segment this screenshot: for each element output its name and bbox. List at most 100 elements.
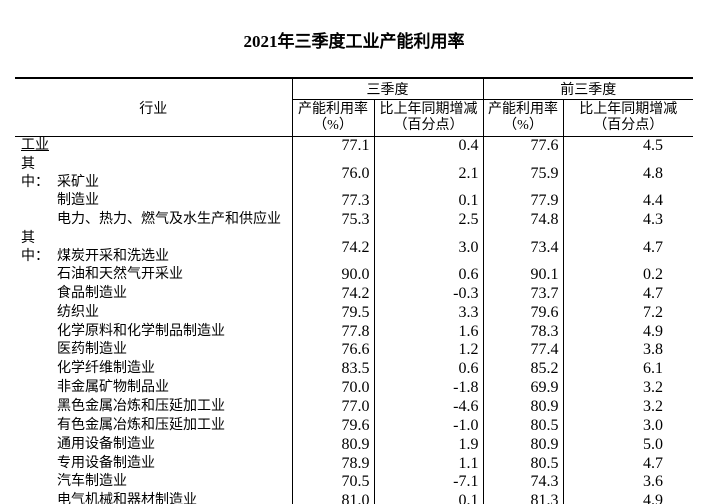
q3-change-cell: 3.0 (373, 229, 483, 266)
table-row: 电力、热力、燃气及水生产和供应业 75.3 2.5 74.8 4.3 (15, 210, 693, 230)
q3-utilization-cell: 77.0 (291, 397, 374, 417)
table-row: 电气机械和器材制造业 81.0 0.1 81.3 4.9 (15, 491, 693, 504)
ytd-change-cell: 5.0 (562, 435, 693, 455)
q3-utilization-cell: 81.0 (291, 491, 374, 504)
q3-change-cell: -4.6 (373, 397, 483, 417)
q3-change-cell: 0.6 (373, 265, 483, 285)
ytd-change-cell: 0.2 (562, 265, 693, 285)
table-row: 石油和天然气开采业 90.0 0.6 90.1 0.2 (15, 265, 693, 285)
industry-name: 煤炭开采和洗选业 (57, 248, 169, 264)
industry-name: 纺织业 (57, 304, 99, 320)
q3-change-cell: 0.1 (373, 191, 483, 211)
table-row: 有色金属冶炼和压延加工业 79.6 -1.0 80.5 3.0 (15, 416, 693, 436)
industry-label: 汽车制造业 (15, 473, 292, 492)
q3-change-cell: -7.1 (373, 473, 483, 492)
industry-label: 电气机械和器材制造业 (15, 492, 292, 504)
industry-label: 有色金属冶炼和压延加工业 (15, 416, 292, 435)
table-row: 专用设备制造业 78.9 1.1 80.5 4.7 (15, 454, 693, 474)
q3-utilization-cell: 74.2 (291, 284, 374, 304)
ytd-utilization-cell: 79.6 (482, 303, 563, 323)
q3-change-cell: -1.8 (373, 378, 483, 398)
q3-change-cell: 2.5 (373, 210, 483, 230)
industry-name: 电力、热力、燃气及水生产和供应业 (57, 212, 281, 228)
industry-label: 食品制造业 (15, 284, 292, 303)
q3-group-header: 三季度 (291, 78, 483, 100)
q3-change-cell: -1.0 (373, 416, 483, 436)
ytd-utilization-cell: 73.7 (482, 284, 563, 304)
industry-name: 通用设备制造业 (57, 436, 155, 452)
table-row: 医药制造业 76.6 1.2 77.4 3.8 (15, 341, 693, 360)
ytd-utilization-cell: 80.5 (482, 416, 563, 436)
ytd-utilization-cell: 74.8 (482, 210, 563, 230)
q3-change-cell: 3.3 (373, 303, 483, 323)
industry-label: 纺织业 (15, 303, 292, 322)
ytd-change-header: 比上年同期增减 （百分点） (562, 99, 693, 137)
table-row: 黑色金属冶炼和压延加工业 77.0 -4.6 80.9 3.2 (15, 397, 693, 417)
ytd-change-cell: 4.8 (562, 155, 693, 192)
ytd-group-header: 前三季度 (482, 78, 693, 100)
ytd-change-cell: 4.3 (562, 210, 693, 230)
ytd-utilization-cell: 78.3 (482, 322, 563, 342)
q3-change-cell: 2.1 (373, 155, 483, 192)
table-row: 化学原料和化学制品制造业 77.8 1.6 78.3 4.9 (15, 322, 693, 342)
q3-utilization-cell: 80.9 (291, 435, 374, 455)
industry-label: 其中： 煤炭开采和洗选业 (15, 230, 292, 266)
q3-utilization-cell: 74.2 (291, 229, 374, 266)
table-row: 非金属矿物制品业 70.0 -1.8 69.9 3.2 (15, 378, 693, 398)
ytd-change-cell: 4.4 (562, 191, 693, 211)
q3-utilization-cell: 79.5 (291, 303, 374, 323)
industry-label: 化学原料和化学制品制造业 (15, 322, 292, 341)
q3-utilization-cell: 83.5 (291, 359, 374, 379)
q3-change-cell: 1.2 (373, 341, 483, 360)
industry-label: 石油和天然气开采业 (15, 266, 292, 285)
q3-utilization-cell: 90.0 (291, 265, 374, 285)
industry-label: 通用设备制造业 (15, 435, 292, 454)
ytd-utilization-cell: 73.4 (482, 229, 563, 266)
ytd-utilization-cell: 80.9 (482, 435, 563, 455)
industry-name: 医药制造业 (57, 342, 127, 358)
ytd-utilization-cell: 85.2 (482, 359, 563, 379)
q3-utilization-cell: 70.0 (291, 378, 374, 398)
industry-name: 电气机械和器材制造业 (57, 493, 197, 504)
ytd-utilization-cell: 80.9 (482, 397, 563, 417)
industry-label: 黑色金属冶炼和压延加工业 (15, 398, 292, 417)
header-sub-row: 产能利用率 （%） 比上年同期增减 （百分点） 产能利用率 （%） 比上年同期增减 （百… (15, 99, 693, 137)
ytd-change-cell: 4.5 (562, 136, 693, 156)
industry-name: 食品制造业 (57, 285, 127, 301)
ytd-change-cell: 3.2 (562, 397, 693, 417)
table-row: 制造业 77.3 0.1 77.9 4.4 (15, 191, 693, 211)
q3-utilization-cell: 77.1 (291, 136, 374, 156)
industry-label: 非金属矿物制品业 (15, 379, 292, 398)
q3-change-cell: 1.1 (373, 454, 483, 474)
industry-label: 医药制造业 (15, 341, 292, 360)
industry-label: 其中： 采矿业 (15, 156, 292, 192)
row-prefix: 其中： (21, 230, 49, 264)
industry-label: 专用设备制造业 (15, 454, 292, 473)
industry-name: 采矿业 (57, 174, 99, 190)
industry-link[interactable]: 工业 (21, 138, 49, 154)
ytd-utilization-cell: 81.3 (482, 491, 563, 504)
table-row: 食品制造业 74.2 -0.3 73.7 4.7 (15, 284, 693, 304)
table-row: 化学纤维制造业 83.5 0.6 85.2 6.1 (15, 359, 693, 379)
industry-column-header: 行业 (15, 78, 292, 137)
ytd-utilization-header: 产能利用率 （%） (482, 99, 563, 137)
industry-name: 石油和天然气开采业 (57, 267, 183, 282)
table-row: 纺织业 79.5 3.3 79.6 7.2 (15, 303, 693, 323)
industry-label: 化学纤维制造业 (15, 360, 292, 379)
industry-label: 工业 (15, 137, 292, 156)
ytd-change-cell: 4.7 (562, 284, 693, 304)
ytd-change-cell: 3.0 (562, 416, 693, 436)
q3-change-cell: 1.6 (373, 322, 483, 342)
industry-label: 电力、热力、燃气及水生产和供应业 (15, 211, 292, 230)
ytd-utilization-cell: 69.9 (482, 378, 563, 398)
industry-name: 制造业 (57, 193, 99, 209)
table-row: 其中： 采矿业 76.0 2.1 75.9 4.8 (15, 155, 693, 192)
ytd-change-cell: 6.1 (562, 359, 693, 379)
ytd-change-cell: 4.7 (562, 454, 693, 474)
ytd-utilization-cell: 77.4 (482, 341, 563, 360)
q3-utilization-cell: 78.9 (291, 454, 374, 474)
ytd-change-cell: 3.6 (562, 473, 693, 492)
q3-change-cell: -0.3 (373, 284, 483, 304)
ytd-change-cell: 7.2 (562, 303, 693, 323)
